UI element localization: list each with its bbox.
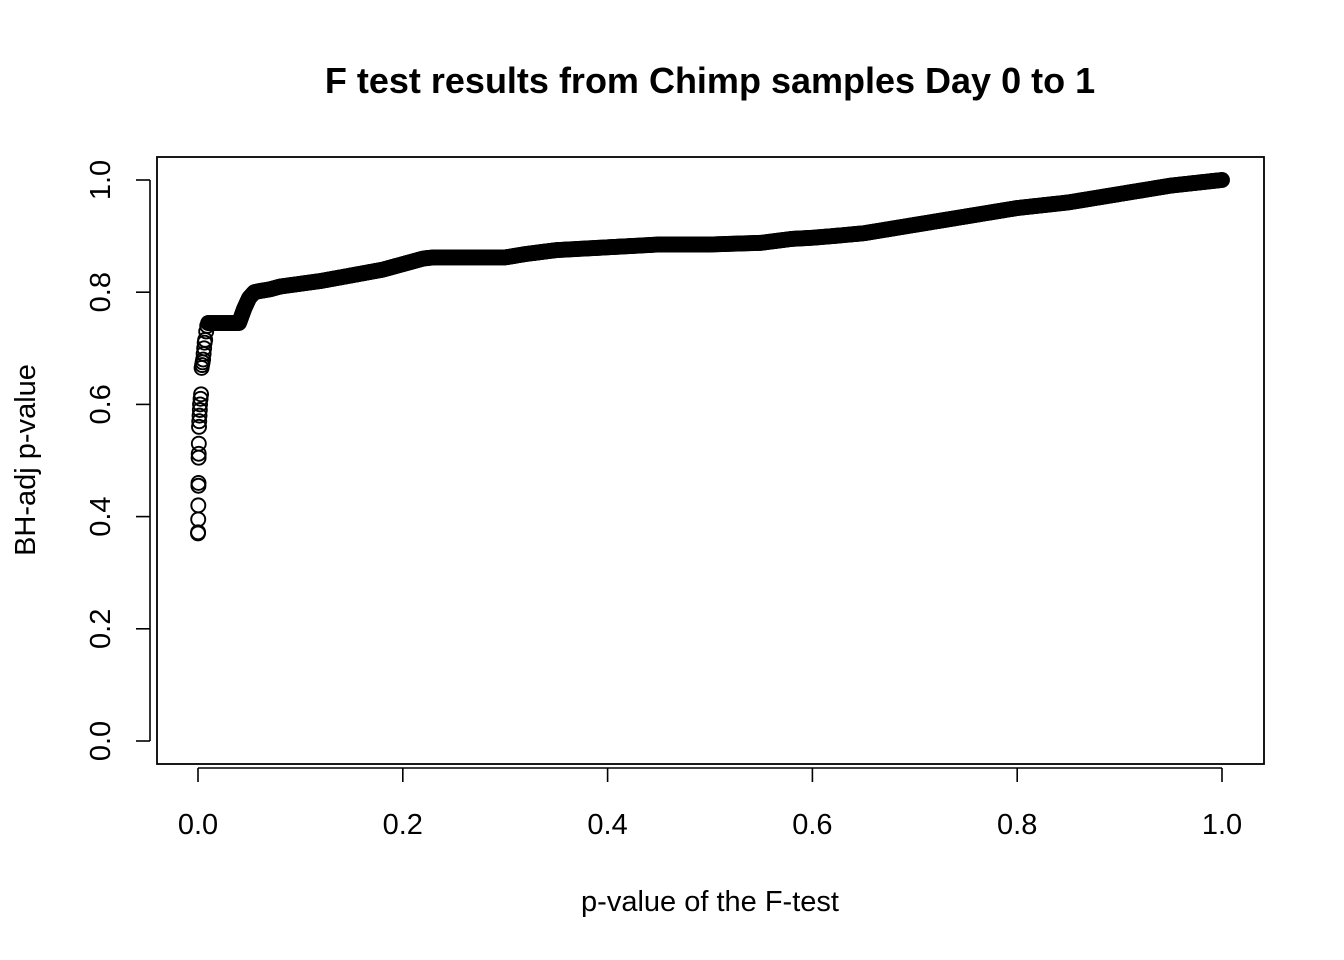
x-tick-label: 0.8 <box>997 809 1037 841</box>
data-point <box>191 418 207 435</box>
data-point <box>196 340 213 357</box>
data-point <box>190 435 207 452</box>
data-point <box>191 402 208 418</box>
x-tick-label: 0.6 <box>792 809 832 841</box>
data-point <box>190 524 207 541</box>
y-tick-label: 0.8 <box>85 272 117 312</box>
x-axis-label: p-value of the F-test <box>581 886 839 918</box>
data-point <box>191 413 208 430</box>
x-tick-label: 0.2 <box>383 809 423 841</box>
data-point <box>190 445 207 462</box>
data-point <box>193 386 210 403</box>
data-point <box>195 351 212 368</box>
y-tick-label: 0.6 <box>85 384 117 424</box>
x-tick-label: 1.0 <box>1202 809 1242 841</box>
x-axis: 0.0 0.2 0.4 0.6 0.8 1.0 <box>178 767 1242 841</box>
data-point <box>1214 172 1230 188</box>
y-tick-label: 0.0 <box>85 721 117 761</box>
y-tick-label: 0.4 <box>85 496 117 536</box>
y-axis: 0.0 0.2 0.4 0.6 0.8 1.0 <box>85 160 151 761</box>
data-point <box>190 497 207 514</box>
x-tick-label: 0.4 <box>587 809 627 841</box>
data-point <box>192 396 208 413</box>
x-tick-label: 0.0 <box>178 809 218 841</box>
y-axis-label: BH-adj p-value <box>10 364 42 556</box>
chart-title: F test results from Chimp samples Day 0 … <box>325 60 1095 101</box>
data-point <box>190 511 207 528</box>
y-tick-label: 1.0 <box>85 160 117 200</box>
plot-frame <box>156 156 1265 765</box>
y-tick-label: 0.2 <box>85 609 117 649</box>
data-point <box>191 407 208 424</box>
data-points <box>190 172 1230 542</box>
data-point <box>190 474 207 491</box>
